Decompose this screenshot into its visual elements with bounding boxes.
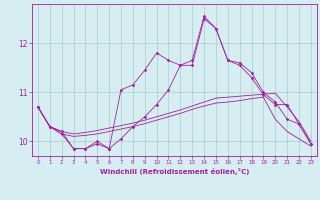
X-axis label: Windchill (Refroidissement éolien,°C): Windchill (Refroidissement éolien,°C) <box>100 168 249 175</box>
